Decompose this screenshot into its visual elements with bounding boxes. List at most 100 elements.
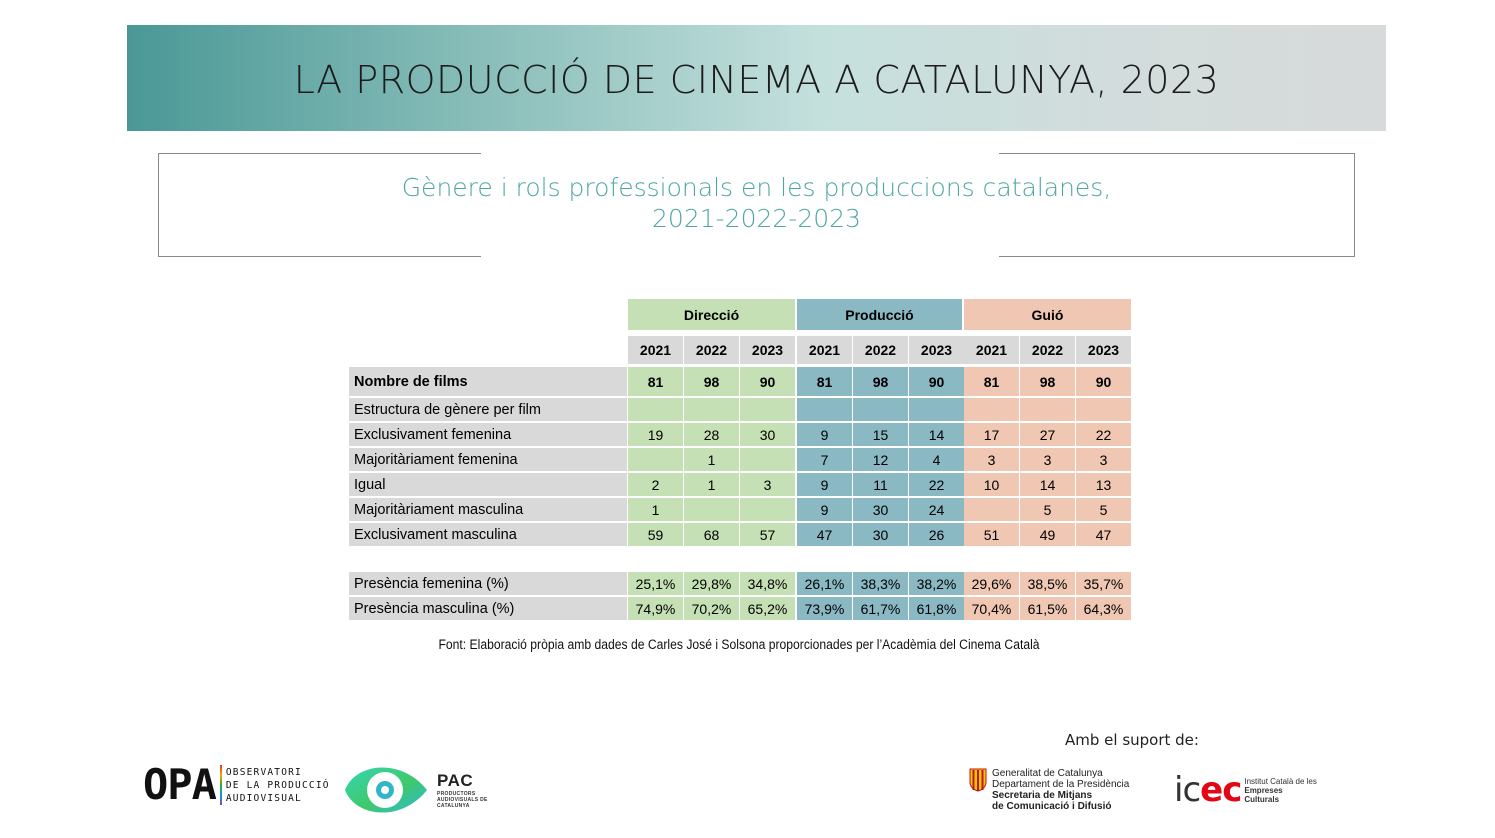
table-cell: 57 [740, 523, 795, 546]
table-cell: 3 [740, 473, 795, 496]
page-title: LA PRODUCCIÓ DE CINEMA A CATALUNYA, 2023 [293, 58, 1220, 102]
table-cell: 15 [853, 423, 908, 446]
table-cell: 49 [1020, 523, 1075, 546]
icec-line: Empreses [1244, 785, 1283, 795]
table-cell: 29,8% [684, 572, 739, 595]
table-cell [909, 398, 964, 421]
gencat-line: Generalitat de Catalunya [992, 768, 1103, 779]
table-cell: 13 [1076, 473, 1131, 496]
row-label: Nombre de films [349, 367, 627, 396]
table-cell [1076, 398, 1131, 421]
row-label: Majoritàriament femenina [349, 448, 627, 471]
table-cell [797, 398, 852, 421]
row-label: Presència femenina (%) [349, 572, 627, 595]
table-cell: 38,5% [1020, 572, 1075, 595]
table-cell: 9 [797, 498, 852, 521]
table-cell [740, 498, 795, 521]
title-banner: LA PRODUCCIÓ DE CINEMA A CATALUNYA, 2023 [127, 25, 1386, 131]
table-cell: 61,8% [909, 597, 964, 620]
pac-eye-icon [345, 767, 427, 813]
table-cell: 14 [909, 423, 964, 446]
table-cell: 61,5% [1020, 597, 1075, 620]
table-cell [964, 398, 1019, 421]
table-cell: 28 [684, 423, 739, 446]
table-cell: 1 [628, 498, 683, 521]
opa-logo-line: OBSERVATORI [225, 766, 302, 778]
table-cell: 17 [964, 423, 1019, 446]
subtitle-line-1: Gènere i rols professionals en les produ… [401, 173, 1112, 202]
row-label: Presència masculina (%) [349, 597, 627, 620]
table-cell: 9 [797, 423, 852, 446]
table-cell: 1 [684, 473, 739, 496]
opa-logo-bar [219, 765, 222, 805]
group-header-direccio: Direcció [628, 299, 795, 330]
table-cell: 35,7% [1076, 572, 1131, 595]
opa-logo-text: OBSERVATORI DE LA PRODUCCIÓ AUDIOVISUAL [226, 766, 330, 805]
table-cell: 11 [853, 473, 908, 496]
year-header: 2021 [797, 336, 852, 364]
table-cell: 22 [1076, 423, 1131, 446]
table-cell [684, 398, 739, 421]
table-cell: 98 [684, 367, 739, 396]
table-cell: 27 [1020, 423, 1075, 446]
table-cell: 70,4% [964, 597, 1019, 620]
row-label: Estructura de gènere per film [349, 398, 627, 421]
gencat-line: de Comunicació i Difusió [992, 801, 1112, 812]
gencat-shield-icon [969, 768, 987, 792]
table-cell: 81 [797, 367, 852, 396]
table-cell [628, 398, 683, 421]
table-cell: 3 [1076, 448, 1131, 471]
table-cell: 3 [1020, 448, 1075, 471]
support-label: Amb el suport de: [1065, 731, 1199, 749]
table-cell [1020, 398, 1075, 421]
gencat-line: Departament de la Presidència [992, 779, 1130, 790]
year-header: 2021 [964, 336, 1019, 364]
row-label: Exclusivament masculina [349, 523, 627, 546]
table-cell: 26 [909, 523, 964, 546]
opa-logo: OPA OBSERVATORI DE LA PRODUCCIÓ AUDIOVIS… [143, 764, 330, 806]
table-cell: 90 [1076, 367, 1131, 396]
table-cell: 47 [1076, 523, 1131, 546]
icec-mark-ec: ec [1200, 770, 1242, 810]
year-header: 2022 [684, 336, 739, 364]
table-cell: 90 [740, 367, 795, 396]
table-cell: 38,2% [909, 572, 964, 595]
table-cell: 25,1% [628, 572, 683, 595]
year-header: 2022 [853, 336, 908, 364]
row-label: Exclusivament femenina [349, 423, 627, 446]
table-cell: 14 [1020, 473, 1075, 496]
table-cell: 26,1% [797, 572, 852, 595]
table-cell: 70,2% [684, 597, 739, 620]
table-cell: 74,9% [628, 597, 683, 620]
gencat-line: Secretaria de Mitjans [992, 790, 1093, 801]
table-cell: 90 [909, 367, 964, 396]
row-label: Igual [349, 473, 627, 496]
subtitle: Gènere i rols professionals en les produ… [158, 172, 1355, 234]
table-cell [740, 398, 795, 421]
table-cell: 22 [909, 473, 964, 496]
table-cell: 98 [1020, 367, 1075, 396]
table-cell: 10 [964, 473, 1019, 496]
table-cell: 61,7% [853, 597, 908, 620]
table-cell: 34,8% [740, 572, 795, 595]
table-cell: 65,2% [740, 597, 795, 620]
table-cell: 38,3% [853, 572, 908, 595]
icec-mark-ic: ic [1174, 770, 1201, 810]
table-cell: 30 [853, 523, 908, 546]
subtitle-frame-gap [481, 152, 999, 155]
table-cell: 73,9% [797, 597, 852, 620]
row-label: Majoritàriament masculina [349, 498, 627, 521]
table-cell: 5 [1076, 498, 1131, 521]
table-cell: 64,3% [1076, 597, 1131, 620]
pac-logo: PAC PRODUCTORS AUDIOVISUALS DE CATALUNYA [341, 757, 517, 823]
table-cell: 68 [684, 523, 739, 546]
icec-line: Culturals [1244, 794, 1280, 804]
table-cell [684, 498, 739, 521]
table-cell: 29,6% [964, 572, 1019, 595]
year-header: 2023 [1076, 336, 1131, 364]
table-cell: 3 [964, 448, 1019, 471]
subtitle-frame-gap [481, 255, 999, 258]
table-cell [964, 498, 1019, 521]
opa-logo-line: AUDIOVISUAL [225, 792, 302, 804]
group-header-guio: Guió [964, 299, 1131, 330]
